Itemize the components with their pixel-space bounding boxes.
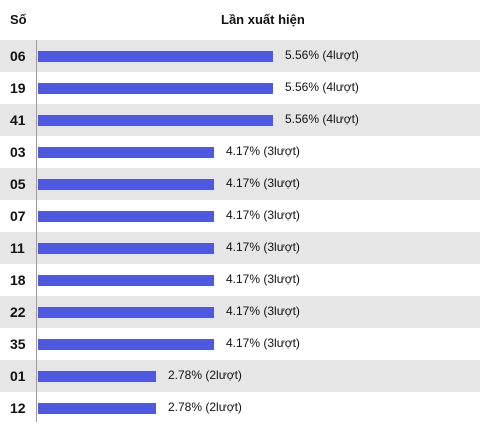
number-label: 35 — [10, 336, 26, 352]
bar-value-label: 4.17% (3lượt) — [226, 304, 300, 318]
bar — [38, 403, 156, 414]
number-label: 19 — [10, 80, 26, 96]
bar-row: 03 4.17% (3lượt) — [0, 136, 480, 168]
bar — [38, 275, 214, 286]
bar-row: 11 4.17% (3lượt) — [0, 232, 480, 264]
bar-value-label: 4.17% (3lượt) — [226, 144, 300, 158]
number-column-header: Số — [10, 12, 27, 27]
bar — [38, 115, 273, 126]
bar-value-label: 4.17% (3lượt) — [226, 208, 300, 222]
bar-row: 05 4.17% (3lượt) — [0, 168, 480, 200]
bar-value-label: 2.78% (2lượt) — [168, 400, 242, 414]
bar — [38, 179, 214, 190]
bar — [38, 307, 214, 318]
bar-row: 41 5.56% (4lượt) — [0, 104, 480, 136]
bar — [38, 339, 214, 350]
bar-row: 19 5.56% (4lượt) — [0, 72, 480, 104]
bar-value-label: 4.17% (3lượt) — [226, 176, 300, 190]
bar — [38, 51, 273, 62]
number-label: 03 — [10, 144, 26, 160]
bar — [38, 83, 273, 94]
bar-value-label: 5.56% (4lượt) — [285, 112, 359, 126]
number-label: 05 — [10, 176, 26, 192]
number-label: 18 — [10, 272, 26, 288]
bar-row: 22 4.17% (3lượt) — [0, 296, 480, 328]
number-label: 06 — [10, 48, 26, 64]
bar-row: 07 4.17% (3lượt) — [0, 200, 480, 232]
number-label: 07 — [10, 208, 26, 224]
number-label: 12 — [10, 400, 26, 416]
bar-value-label: 4.17% (3lượt) — [226, 336, 300, 350]
bar-value-label: 5.56% (4lượt) — [285, 80, 359, 94]
bar-row: 01 2.78% (2lượt) — [0, 360, 480, 392]
bar-value-label: 2.78% (2lượt) — [168, 368, 242, 382]
bar-row: 18 4.17% (3lượt) — [0, 264, 480, 296]
bar-row: 35 4.17% (3lượt) — [0, 328, 480, 360]
bar — [38, 371, 156, 382]
occurrence-column-header: Lần xuất hiện — [221, 12, 305, 27]
bar-row: 06 5.56% (4lượt) — [0, 40, 480, 72]
number-label: 22 — [10, 304, 26, 320]
axis-line — [36, 40, 37, 422]
bar-value-label: 4.17% (3lượt) — [226, 240, 300, 254]
number-label: 41 — [10, 112, 26, 128]
bar-value-label: 4.17% (3lượt) — [226, 272, 300, 286]
table-header: Số Lần xuất hiện — [0, 0, 480, 40]
bar — [38, 243, 214, 254]
bar — [38, 147, 214, 158]
bar-row: 12 2.78% (2lượt) — [0, 392, 480, 424]
bar-value-label: 5.56% (4lượt) — [285, 48, 359, 62]
number-label: 11 — [10, 240, 25, 256]
number-label: 01 — [10, 368, 26, 384]
bar — [38, 211, 214, 222]
